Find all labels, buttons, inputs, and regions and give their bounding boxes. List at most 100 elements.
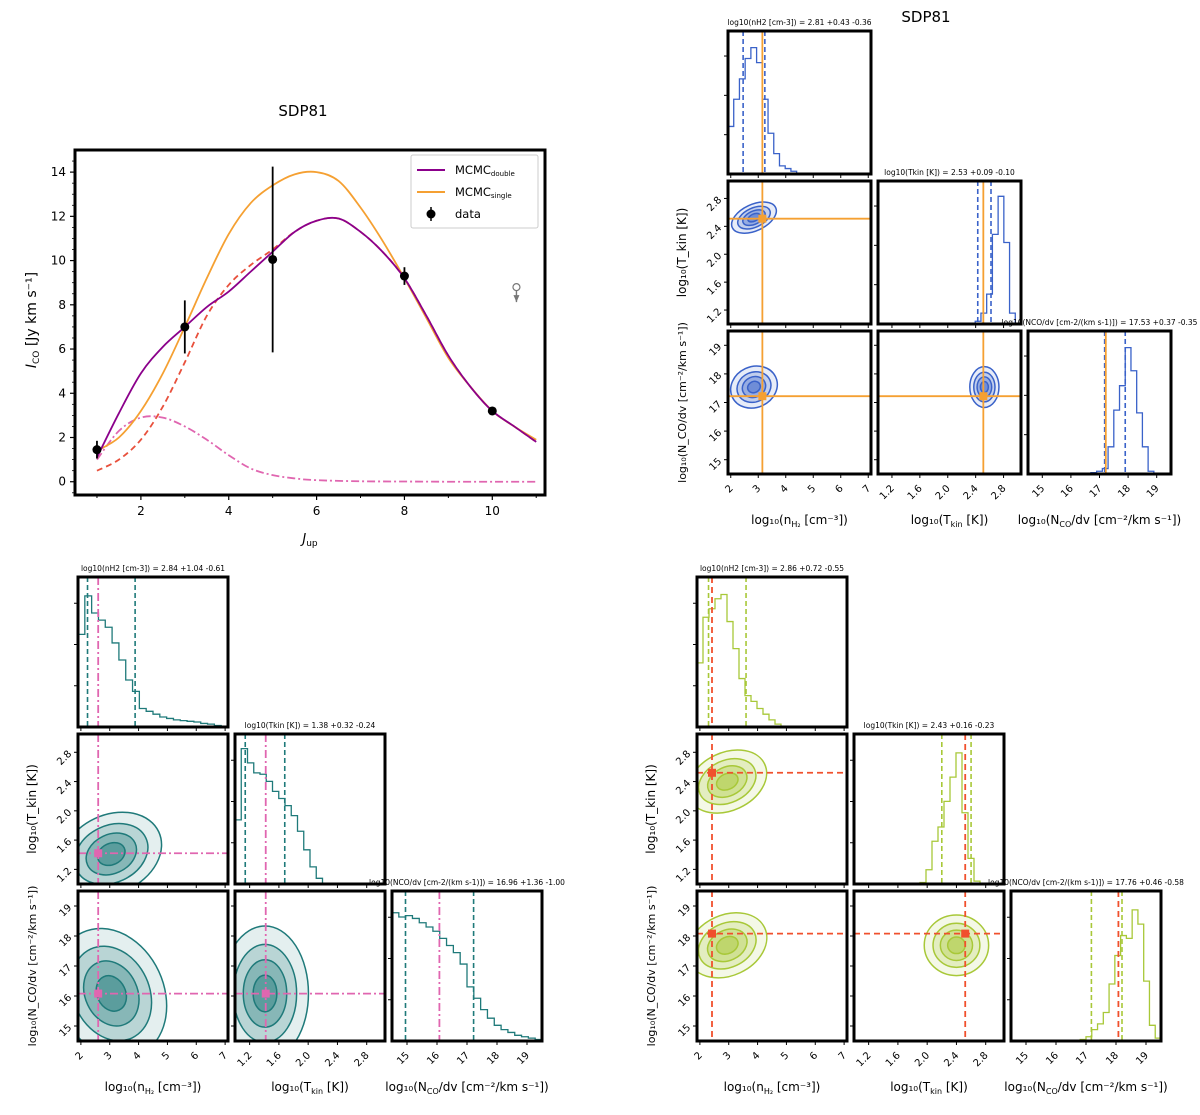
x-tick-label: 2.0: [913, 1050, 932, 1069]
panel-content: [728, 331, 871, 474]
panel-title: log10(nH2 [cm-3]) = 2.84 +1.04 -0.61: [81, 564, 225, 573]
x-tick-label: 8: [401, 504, 409, 518]
x-tick-label: 5: [779, 1050, 791, 1062]
x-tick-label: 3: [102, 1050, 114, 1062]
y-tick-label: 2.8: [705, 195, 724, 214]
x-tick-label: 6: [189, 1050, 201, 1062]
legend-label: MCMCsingle: [455, 185, 512, 200]
data-point: [180, 322, 190, 332]
sled-plot-frame: [73, 148, 547, 497]
x-tick-label: 2.4: [962, 483, 981, 502]
panel-content: [854, 891, 1004, 1041]
x-tick-label: 3: [751, 483, 763, 495]
panel-content: [878, 181, 1021, 324]
x-tick-label: 7: [837, 1050, 849, 1062]
corner-plot-warm-component: log10(nH2 [cm-3]) = 2.86 +0.72 -0.55 1.2 1…: [644, 564, 1184, 1096]
best-fit-marker: [758, 392, 767, 401]
x-tick-label: 1.6: [906, 483, 925, 502]
x-tick-label: 2.0: [294, 1050, 313, 1069]
y-tick-label: 15: [57, 1022, 74, 1039]
y-tick-label: 17: [57, 962, 74, 979]
x-tick-label: 17: [1088, 483, 1105, 500]
panel-content: [78, 891, 228, 1041]
y-axis-label-nco: log₁₀(N_CO/dv [cm⁻²/km s⁻¹]): [645, 886, 658, 1047]
x-tick-label: 19: [1134, 1050, 1151, 1067]
panel-title: log10(nH2 [cm-3]) = 2.81 +0.43 -0.36: [727, 18, 871, 27]
x-tick-label: 18: [1104, 1050, 1121, 1067]
x-axis-label: log₁₀(nH₂ [cm⁻³]): [724, 1080, 821, 1096]
density-contour: [946, 936, 966, 955]
panel-title: log10(NCO/dv [cm-2/(km s-1)]) = 16.96 +1…: [369, 878, 565, 887]
x-tick-label: 3: [721, 1050, 733, 1062]
y-tick-label: 2.8: [55, 749, 74, 768]
panel-frame: [76, 575, 230, 729]
data-point: [92, 445, 102, 455]
y-tick-label: 4: [58, 386, 66, 400]
y-tick-label: 6: [58, 342, 66, 356]
y-tick-label: 19: [57, 902, 74, 919]
y-tick-label: 18: [676, 932, 693, 949]
x-tick-label: 19: [1145, 483, 1162, 500]
panel-title: log10(NCO/dv [cm-2/(km s-1)]) = 17.76 +0…: [988, 878, 1184, 887]
density-contour: [697, 749, 768, 814]
y-tick-label: 16: [57, 992, 74, 1009]
y-tick-label: 16: [676, 992, 693, 1009]
y-axis-label-tkin: log₁₀(T_kin [K]): [675, 208, 689, 298]
y-tick-label: 18: [707, 370, 724, 387]
y-tick-label: 2: [58, 431, 66, 445]
x-tick-label: 6: [833, 483, 845, 495]
histogram-2: [1011, 909, 1161, 1041]
panel-title: log10(nH2 [cm-3]) = 2.86 +0.72 -0.55: [700, 564, 844, 573]
x-axis-label: log₁₀(NCO/dv [cm⁻²/km s⁻¹]): [385, 1080, 548, 1096]
histogram-1: [878, 195, 1021, 324]
y-tick-label: 2.0: [674, 807, 693, 826]
y-tick-label: 2.8: [674, 749, 693, 768]
histogram-1: [235, 747, 385, 884]
corner-plot-cold-component: log10(nH2 [cm-3]) = 2.84 +1.04 -0.61 1.2 1…: [25, 564, 565, 1096]
panel-content: [235, 734, 385, 884]
best-fit-marker: [261, 989, 270, 998]
legend-label: data: [455, 207, 481, 221]
x-tick-label: 6: [313, 504, 321, 518]
data-point: [268, 254, 278, 264]
histogram-2: [1028, 347, 1171, 474]
y-tick-label: 18: [57, 932, 74, 949]
y-tick-label: 2.0: [705, 251, 724, 270]
panel-title: log10(NCO/dv [cm-2/(km s-1)]) = 17.53 +0…: [1002, 318, 1198, 327]
y-tick-label: 8: [58, 298, 66, 312]
series-line-mcmc-double: [96, 216, 537, 458]
panel-frame: [76, 732, 230, 886]
best-fit-marker: [961, 929, 970, 938]
x-axis-label: log₁₀(NCO/dv [cm⁻²/km s⁻¹]): [1004, 1080, 1167, 1096]
panel-content: [1011, 891, 1161, 1041]
y-tick-label: 16: [707, 428, 724, 445]
x-tick-label: 2: [74, 1050, 86, 1062]
x-tick-label: 2.4: [323, 1050, 342, 1069]
x-tick-label: 2: [693, 1050, 705, 1062]
y-tick-label: 1.6: [55, 837, 74, 856]
y-tick-label: 15: [676, 1022, 693, 1039]
density-contour: [730, 201, 778, 234]
x-tick-label: 15: [395, 1050, 412, 1067]
x-tick-label: 1.2: [878, 483, 897, 502]
density-contour: [979, 380, 990, 394]
panel-frame: [233, 889, 387, 1043]
upper-limit-arrow-head: [513, 295, 520, 303]
y-axis-label-nco: log₁₀(N_CO/dv [cm⁻²/km s⁻¹]): [26, 886, 39, 1047]
x-axis-label: log₁₀(nH₂ [cm⁻³]): [105, 1080, 202, 1096]
density-contour: [715, 935, 739, 955]
density-contour: [697, 912, 768, 979]
upper-limit-marker: [512, 283, 521, 292]
histogram-0: [728, 47, 871, 174]
x-tick-label: 1.6: [884, 1050, 903, 1069]
sled-chart: SDP81 Jup ICO [Jy km s⁻¹] 2 4 6 8 10 0 2 4 6 8 10 1…: [24, 102, 547, 549]
x-tick-label: 7: [861, 483, 873, 495]
panel-title: log10(Tkin [K]) = 2.43 +0.16 -0.23: [864, 721, 995, 730]
x-axis-label: log₁₀(Tkin [K]): [890, 1080, 968, 1096]
data-point: [399, 271, 409, 281]
x-tick-label: 5: [806, 483, 818, 495]
panel-content: [697, 734, 847, 884]
x-tick-label: 2.4: [942, 1050, 961, 1069]
x-axis-label: log₁₀(NCO/dv [cm⁻²/km s⁻¹]): [1018, 513, 1181, 529]
y-tick-label: 2.4: [674, 778, 693, 797]
